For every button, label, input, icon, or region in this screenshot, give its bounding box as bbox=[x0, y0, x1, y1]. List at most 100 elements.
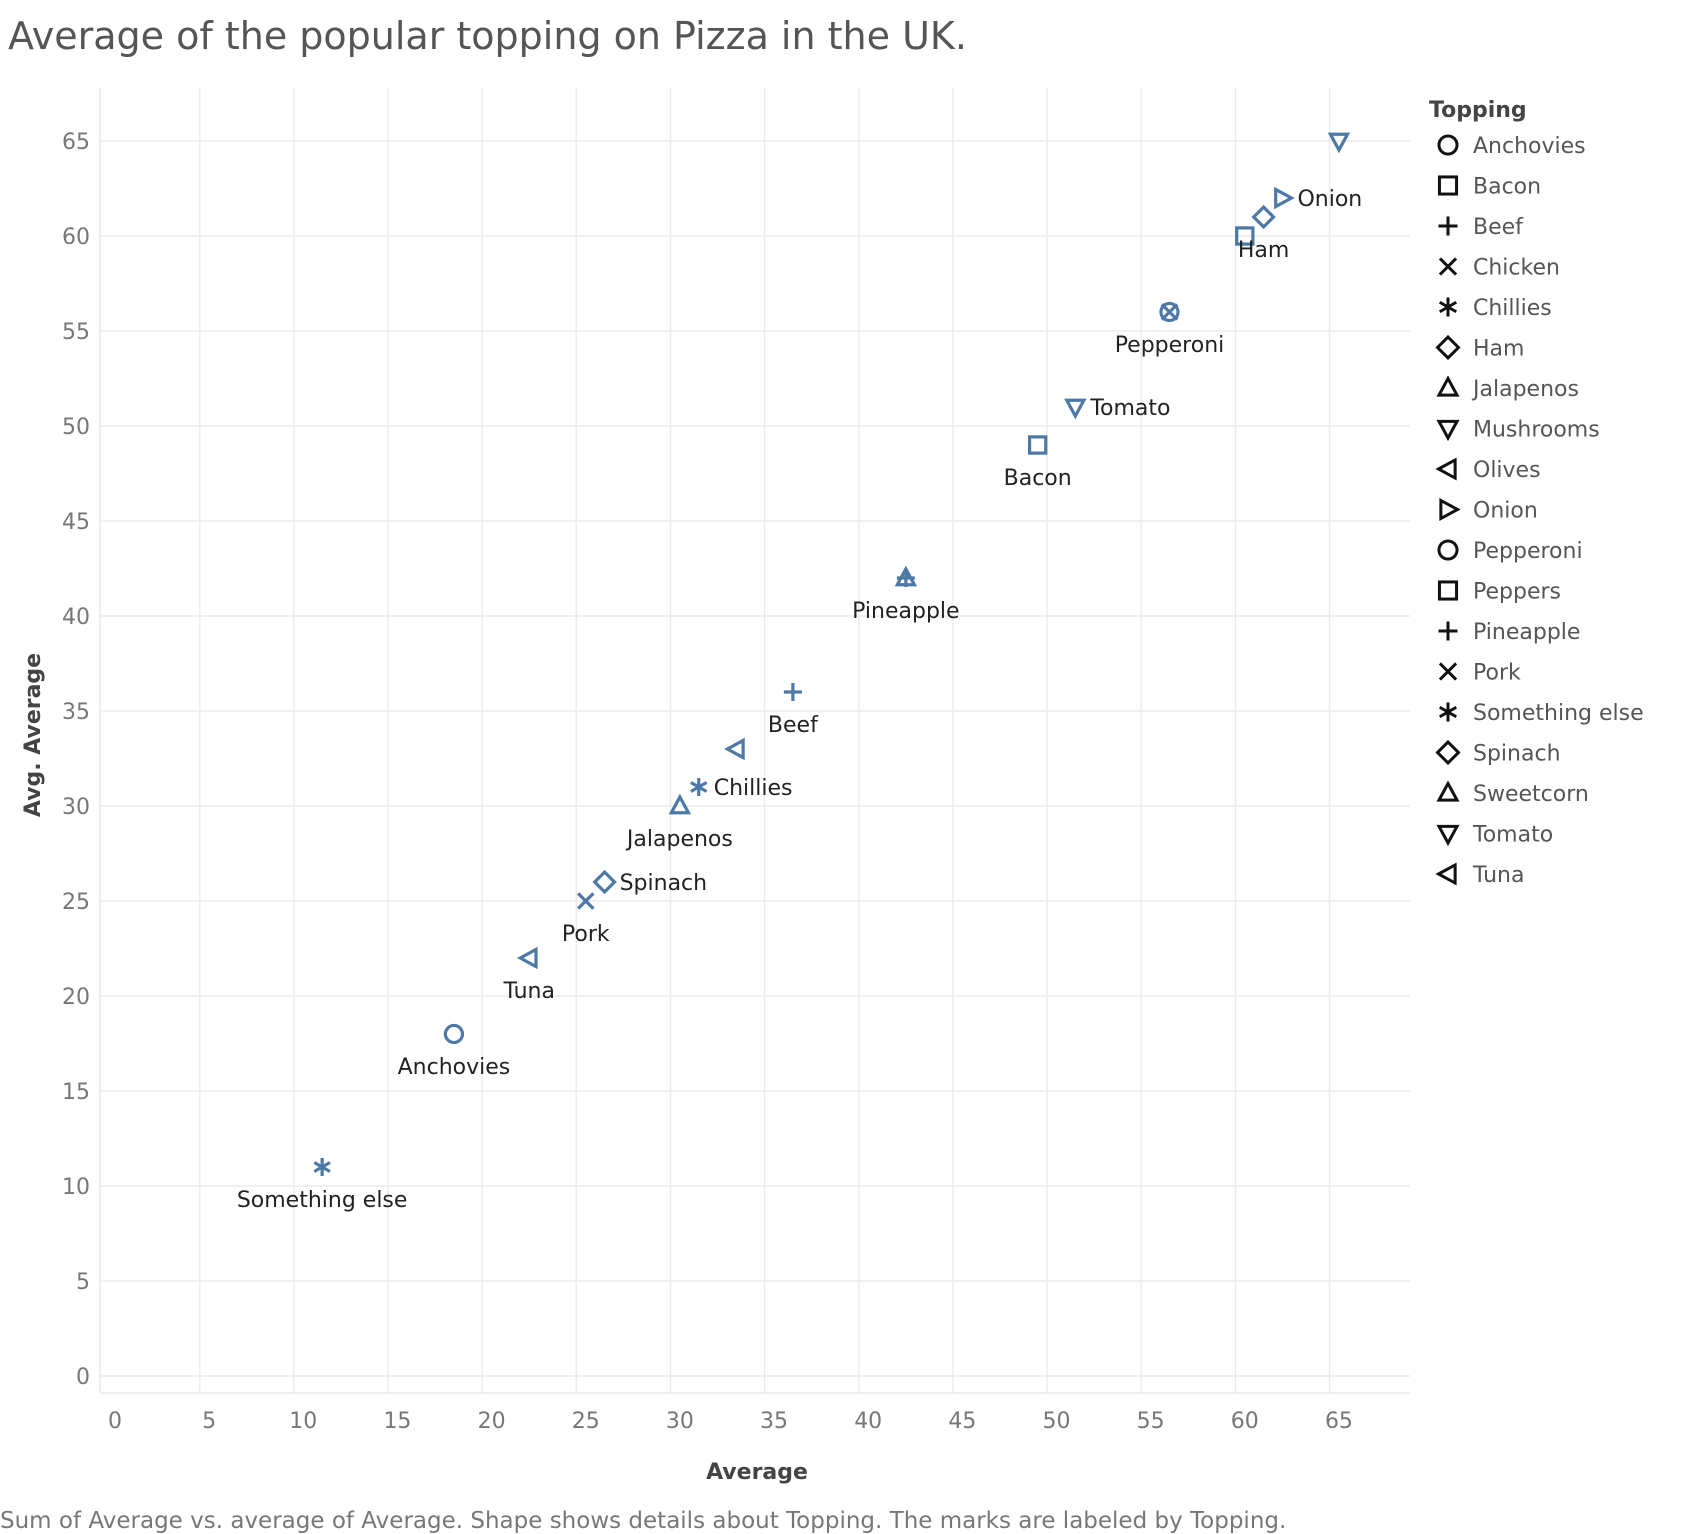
y-tick-label: 10 bbox=[62, 1175, 90, 1200]
legend-item-peppers[interactable]: Peppers bbox=[1437, 580, 1561, 605]
legend-label: Spinach bbox=[1473, 742, 1561, 767]
x-axis-title: Average bbox=[706, 1460, 808, 1485]
legend-triangle-up-icon bbox=[1436, 780, 1460, 802]
legend-item-mushrooms[interactable]: Mushrooms bbox=[1436, 418, 1600, 443]
legend-item-something-else[interactable]: Something else bbox=[1438, 701, 1644, 726]
legend-item-pepperoni[interactable]: Pepperoni bbox=[1437, 539, 1583, 564]
point-something-else bbox=[313, 1158, 331, 1176]
legend-item-anchovies[interactable]: Anchovies bbox=[1437, 134, 1586, 159]
legend-item-tomato[interactable]: Tomato bbox=[1436, 823, 1553, 848]
point-jalapenos bbox=[668, 793, 692, 815]
legend-label: Beef bbox=[1473, 215, 1524, 240]
label-pepperoni: Pepperoni bbox=[1115, 333, 1225, 358]
legend-label: Peppers bbox=[1473, 580, 1561, 605]
legend-plus-icon bbox=[1438, 216, 1458, 236]
label-tomato: Tomato bbox=[1089, 396, 1170, 421]
legend-label: Sweetcorn bbox=[1473, 782, 1589, 807]
legend-circle-icon bbox=[1437, 134, 1459, 156]
y-axis-ticks: 0 5 10 15 20 25 30 35 40 45 50 55 60 65 bbox=[62, 130, 90, 1390]
point-onion bbox=[1274, 186, 1295, 210]
legend-items[interactable]: Anchovies Bacon Beef Chicken Chillies Ham Jala… bbox=[1435, 134, 1644, 888]
legend-plus-icon bbox=[1438, 621, 1458, 641]
legend-item-bacon[interactable]: Bacon bbox=[1437, 175, 1541, 200]
legend-label: Chicken bbox=[1473, 256, 1560, 281]
legend-title: Topping bbox=[1429, 98, 1527, 123]
grid-lines bbox=[99, 88, 1410, 1394]
point-tuna bbox=[516, 946, 538, 970]
x-tick-label: 20 bbox=[478, 1409, 506, 1434]
x-axis-ticks: 0 5 10 15 20 25 30 35 40 45 50 55 60 65 bbox=[108, 1409, 1353, 1434]
point-chicken bbox=[1160, 303, 1179, 321]
legend-item-chillies[interactable]: Chillies bbox=[1438, 296, 1552, 321]
legend-item-sweetcorn[interactable]: Sweetcorn bbox=[1436, 780, 1589, 807]
x-tick-label: 50 bbox=[1043, 1409, 1071, 1434]
legend-diamond-icon bbox=[1435, 334, 1461, 361]
y-tick-label: 30 bbox=[62, 795, 90, 820]
legend-label: Pineapple bbox=[1473, 620, 1580, 645]
legend-label: Jalapenos bbox=[1471, 377, 1579, 402]
legend-item-spinach[interactable]: Spinach bbox=[1435, 739, 1561, 767]
legend-label: Ham bbox=[1473, 337, 1524, 362]
mark-labels: Something else Anchovies Tuna Pork Spinach Ja… bbox=[237, 187, 1362, 1213]
label-jalapenos: Jalapenos bbox=[625, 827, 733, 852]
legend[interactable]: Topping Anchovies Bacon Beef Chicken Chillie… bbox=[1429, 98, 1644, 888]
y-tick-label: 45 bbox=[62, 510, 90, 535]
legend-item-beef[interactable]: Beef bbox=[1438, 215, 1525, 240]
legend-item-olives[interactable]: Olives bbox=[1435, 457, 1541, 483]
legend-label: Anchovies bbox=[1473, 134, 1586, 159]
y-tick-label: 40 bbox=[62, 605, 90, 630]
legend-label: Tuna bbox=[1472, 863, 1524, 888]
point-mushrooms bbox=[1327, 132, 1351, 154]
y-axis-title: Avg. Average bbox=[21, 653, 46, 817]
legend-item-pork[interactable]: Pork bbox=[1438, 661, 1521, 686]
x-tick-label: 35 bbox=[760, 1409, 788, 1434]
chart-title: Average of the popular topping on Pizza … bbox=[8, 14, 967, 58]
legend-label: Something else bbox=[1473, 701, 1644, 726]
point-peppers bbox=[1235, 226, 1255, 246]
legend-label: Chillies bbox=[1473, 296, 1552, 321]
label-anchovies: Anchovies bbox=[398, 1055, 511, 1080]
label-onion: Onion bbox=[1297, 187, 1362, 212]
legend-item-chicken[interactable]: Chicken bbox=[1438, 256, 1560, 281]
point-chillies bbox=[690, 778, 708, 796]
legend-triangle-down-icon bbox=[1436, 824, 1460, 847]
label-pineapple: Pineapple bbox=[852, 599, 959, 624]
legend-item-ham[interactable]: Ham bbox=[1435, 334, 1525, 362]
y-tick-label: 35 bbox=[62, 700, 90, 725]
legend-triangle-left-icon bbox=[1435, 457, 1457, 481]
legend-diamond-icon bbox=[1435, 739, 1461, 766]
legend-triangle-down-icon bbox=[1436, 419, 1460, 442]
x-tick-label: 60 bbox=[1231, 1409, 1259, 1434]
x-tick-label: 0 bbox=[108, 1409, 122, 1434]
legend-cross-icon bbox=[1438, 662, 1458, 681]
x-tick-label: 15 bbox=[383, 1409, 411, 1434]
y-tick-label: 25 bbox=[62, 890, 90, 915]
legend-label: Pork bbox=[1473, 661, 1521, 686]
legend-square-icon bbox=[1437, 580, 1459, 601]
y-tick-label: 20 bbox=[62, 985, 90, 1010]
y-tick-label: 65 bbox=[62, 130, 90, 155]
legend-label: Olives bbox=[1473, 458, 1541, 483]
point-pork bbox=[576, 892, 595, 910]
legend-item-jalapenos[interactable]: Jalapenos bbox=[1436, 375, 1579, 402]
point-pepperoni bbox=[1159, 301, 1180, 323]
x-tick-label: 65 bbox=[1325, 1409, 1353, 1434]
legend-circle-icon bbox=[1437, 539, 1459, 561]
y-tick-label: 15 bbox=[62, 1080, 90, 1105]
point-tomato bbox=[1064, 398, 1087, 420]
legend-item-pineapple[interactable]: Pineapple bbox=[1438, 620, 1581, 645]
x-tick-label: 25 bbox=[572, 1409, 600, 1434]
legend-item-tuna[interactable]: Tuna bbox=[1435, 862, 1525, 888]
legend-asterisk-icon bbox=[1438, 297, 1458, 317]
legend-asterisk-icon bbox=[1438, 702, 1458, 722]
label-spinach: Spinach bbox=[620, 871, 708, 896]
legend-triangle-right-icon bbox=[1439, 497, 1461, 522]
legend-label: Bacon bbox=[1473, 175, 1541, 200]
label-chillies: Chillies bbox=[714, 776, 793, 801]
label-ham: Ham bbox=[1238, 238, 1289, 263]
label-something-else: Something else bbox=[237, 1188, 408, 1213]
legend-item-onion[interactable]: Onion bbox=[1439, 497, 1538, 524]
label-pork: Pork bbox=[562, 922, 610, 947]
point-olives bbox=[724, 737, 745, 761]
